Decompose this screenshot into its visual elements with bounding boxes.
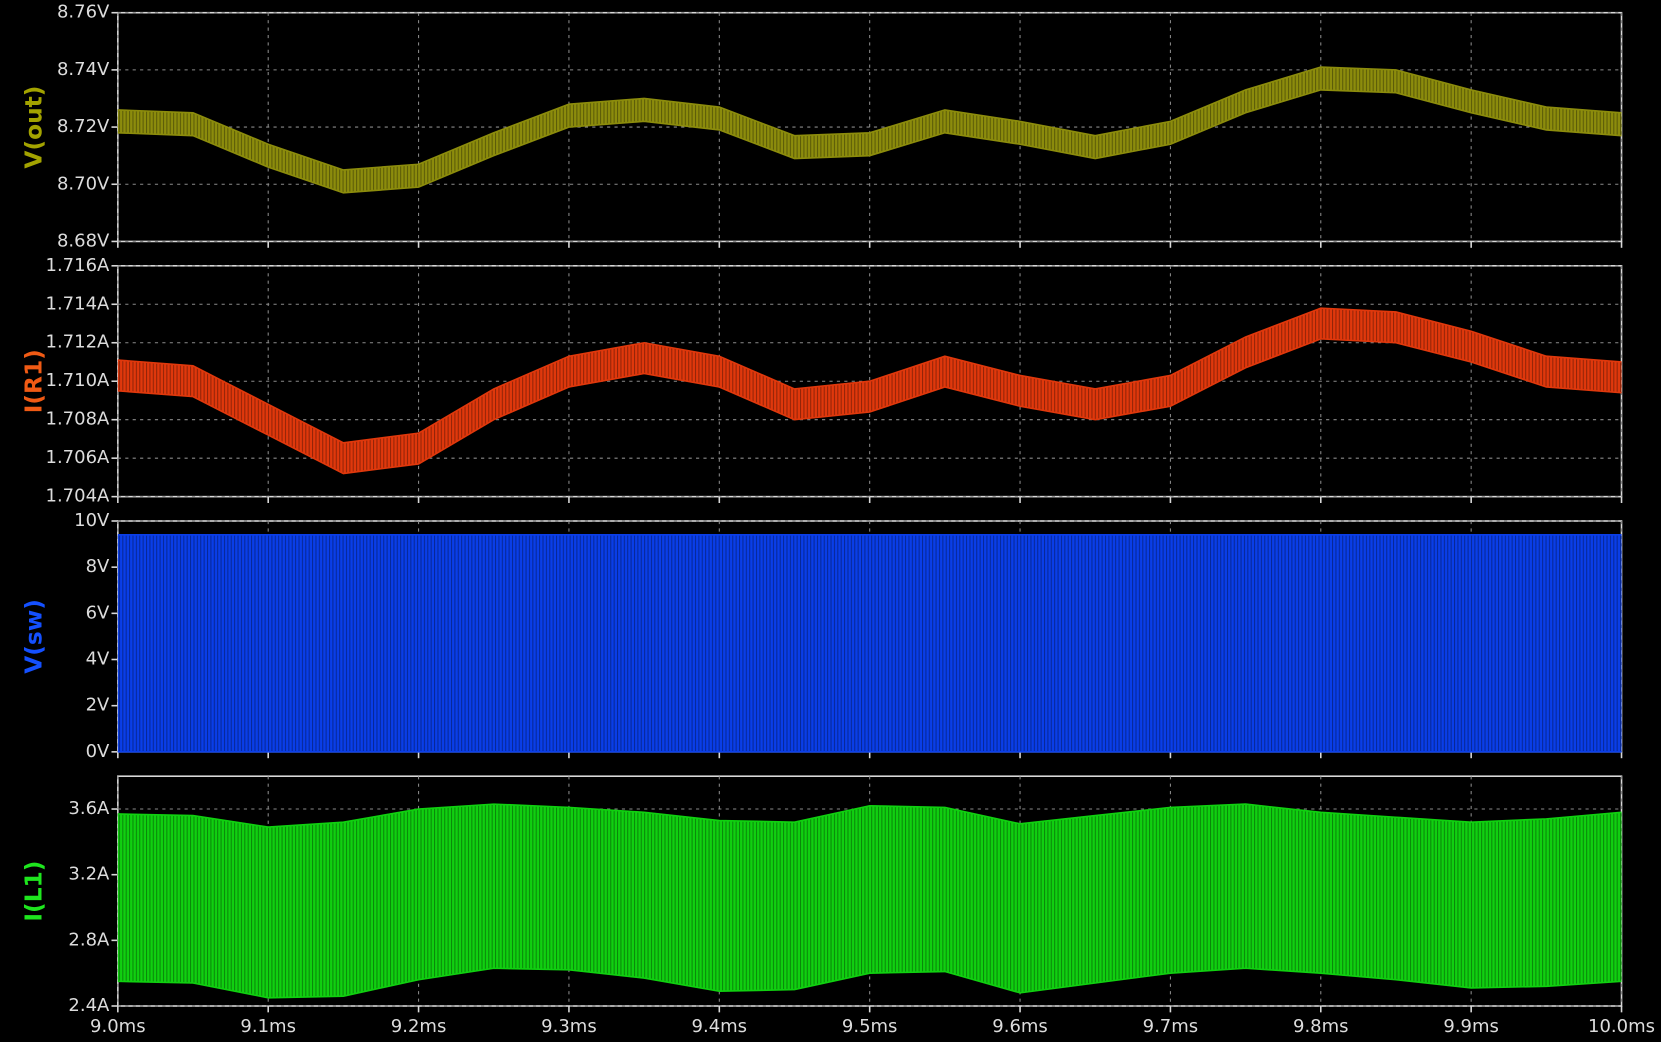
signal-upper-envelope — [117, 66, 1622, 171]
signal-upper-envelope — [117, 307, 1622, 444]
y-tick-label: 8V — [86, 556, 110, 577]
signal-lower-envelope — [117, 338, 1622, 475]
y-tick-label: 0V — [86, 741, 110, 762]
y-tick-label: 6V — [86, 602, 110, 623]
x-tick-label: 9.1ms — [240, 1016, 296, 1037]
y-tick-label: 1.712A — [46, 332, 111, 353]
y-tick-label: 1.706A — [46, 447, 111, 468]
x-tick-label: 9.4ms — [692, 1016, 748, 1037]
y-tick-label: 10V — [74, 510, 110, 531]
y-tick-label: 2V — [86, 695, 110, 716]
x-tick-label: 9.0ms — [90, 1016, 146, 1037]
x-tick-label: 9.6ms — [992, 1016, 1048, 1037]
signal-lower-envelope — [117, 967, 1622, 999]
x-tick-label: 10.0ms — [1588, 1016, 1655, 1037]
y-tick-label: 3.2A — [68, 864, 110, 885]
trace-label: V(sw) — [21, 599, 48, 674]
signal-band — [117, 534, 1622, 752]
x-tick-label: 9.5ms — [842, 1016, 898, 1037]
trace-label: V(out) — [21, 86, 48, 169]
signal-band — [117, 67, 1622, 193]
x-tick-label: 9.3ms — [541, 1016, 597, 1037]
y-tick-label: 8.74V — [57, 59, 110, 80]
signal-upper-envelope — [117, 803, 1622, 828]
y-tick-label: 2.4A — [68, 995, 110, 1016]
y-tick-label: 1.704A — [46, 486, 111, 507]
y-tick-label: 8.70V — [57, 173, 110, 194]
y-tick-label: 1.714A — [46, 293, 111, 314]
y-tick-label: 8.72V — [57, 116, 110, 137]
x-tick-label: 9.8ms — [1293, 1016, 1349, 1037]
trace-label: I(R1) — [21, 349, 48, 413]
x-tick-label: 9.2ms — [391, 1016, 447, 1037]
y-tick-label: 8.68V — [57, 230, 110, 251]
y-tick-label: 2.8A — [68, 929, 110, 950]
signal-band — [117, 804, 1622, 998]
y-tick-label: 1.710A — [46, 370, 111, 391]
x-tick-label: 9.7ms — [1143, 1016, 1199, 1037]
y-tick-label: 4V — [86, 649, 110, 670]
y-tick-label: 8.76V — [57, 2, 110, 23]
signal-lower-envelope — [117, 89, 1622, 194]
signal-band — [117, 308, 1622, 474]
y-tick-label: 3.6A — [68, 798, 110, 819]
y-tick-label: 1.716A — [46, 255, 111, 276]
x-tick-label: 9.9ms — [1443, 1016, 1499, 1037]
trace-label: I(L1) — [21, 861, 48, 922]
y-tick-label: 1.708A — [46, 409, 111, 430]
